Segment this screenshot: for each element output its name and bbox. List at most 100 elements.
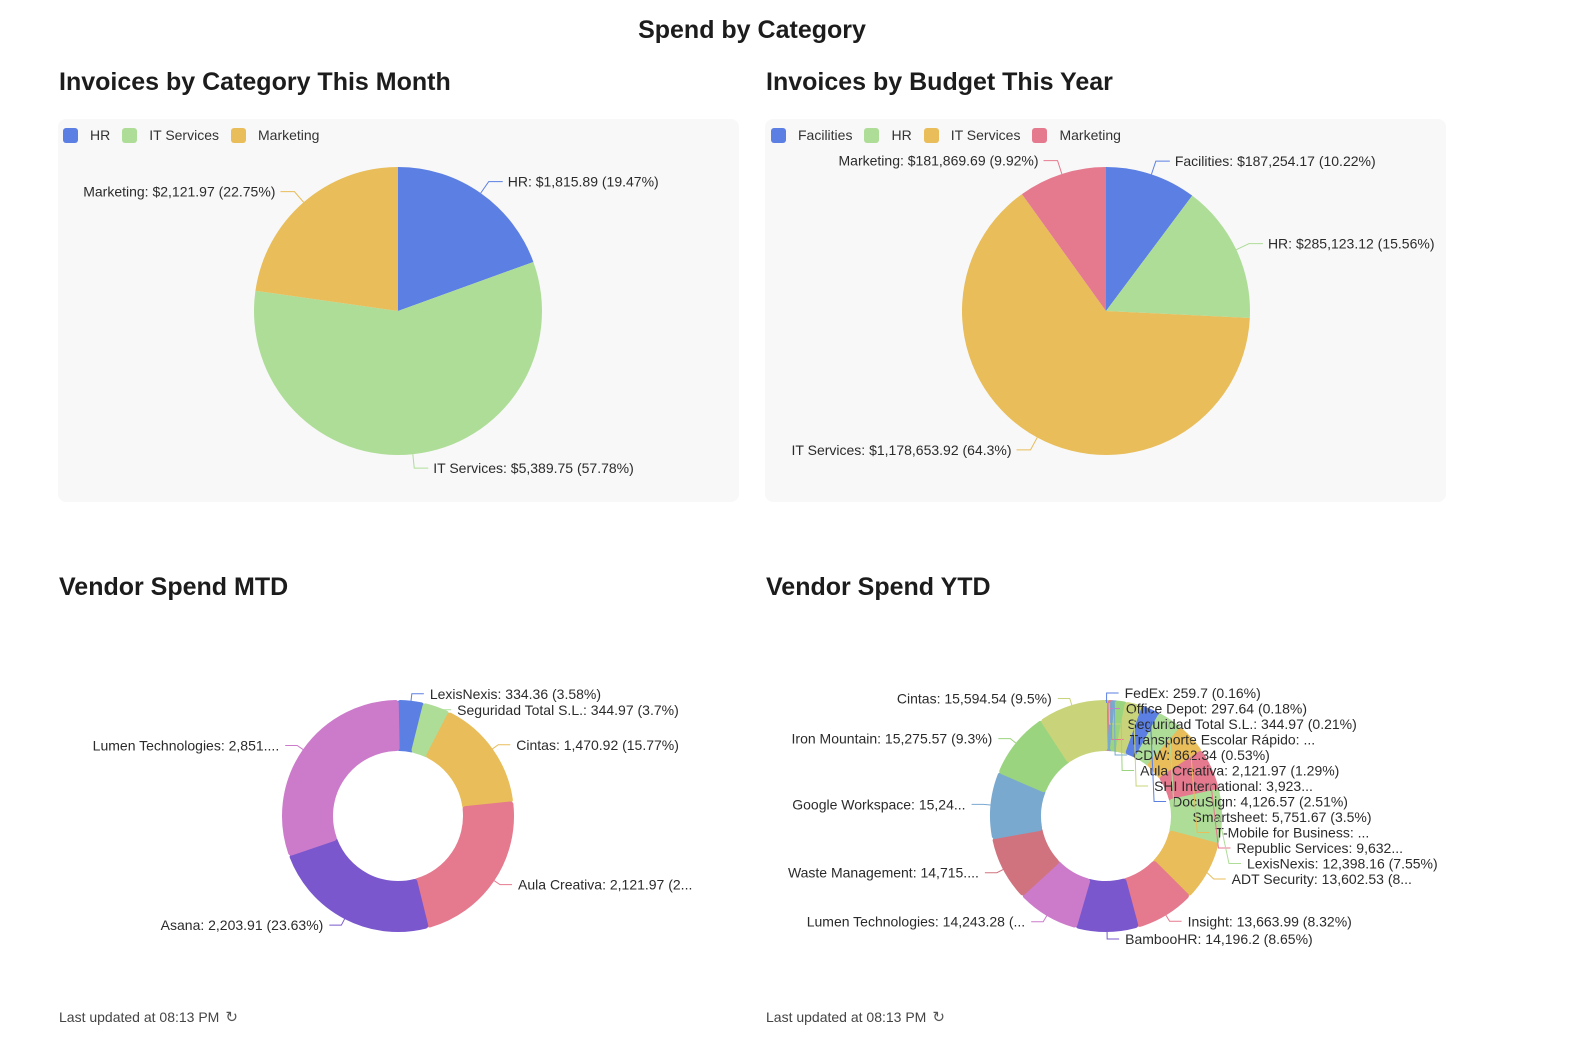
last-updated-text: Last updated at 08:13 PM	[766, 1009, 927, 1025]
pie-slice-hr[interactable]	[398, 167, 534, 311]
label-line-docusign	[1149, 711, 1167, 803]
legend-category-month: HR IT Services Marketing	[63, 127, 331, 143]
donut-slice-waste-management[interactable]	[992, 827, 1059, 896]
legend-label: Marketing	[1059, 127, 1121, 143]
pie-slice-facilities[interactable]	[1106, 167, 1193, 311]
slice-label-hr: HR: $1,815.89 (19.47%)	[508, 174, 659, 190]
label-line-t-mobile-for-business	[1189, 740, 1210, 834]
slice-label-insight: Insight: 13,663.99 (8.32%)	[1188, 913, 1352, 929]
slice-label-docusign: DocuSign: 4,126.57 (2.51%)	[1172, 794, 1348, 810]
legend-swatch	[122, 127, 138, 143]
pie-slice-it-services[interactable]	[253, 261, 542, 455]
label-line-republic-services	[1208, 770, 1231, 849]
slice-label-seguridad-total-s-l: Seguridad Total S.L.: 344.97 (3.7%)	[457, 702, 679, 718]
slice-label-lexisnexis: LexisNexis: 334.36 (3.58%)	[430, 686, 601, 702]
legend-item-hr[interactable]: HR	[63, 127, 110, 143]
donut-slice-lumen-technologies[interactable]	[1022, 860, 1091, 928]
pie-slice-marketing[interactable]	[1021, 167, 1106, 311]
donut-slice-lumen-technologies[interactable]	[282, 700, 400, 856]
legend-item-hr[interactable]: HR	[864, 127, 912, 143]
slice-label-google-workspace: Google Workspace: 15,24...	[792, 796, 965, 812]
slice-label-office-depot: Office Depot: 297.64 (0.18%)	[1126, 701, 1307, 717]
label-line-cintas	[1057, 697, 1074, 709]
section-title-category-month: Invoices by Category This Month	[59, 68, 451, 96]
slice-label-marketing: Marketing: $181,869.69 (9.92%)	[839, 153, 1039, 169]
label-line-seguridad-total-s-l	[1108, 703, 1122, 725]
slice-label-transporte-escolar-r-pido: Transporte Escolar Rápido: ...	[1130, 732, 1315, 748]
slice-label-cintas: Cintas: 15,594.54 (9.5%)	[897, 690, 1052, 706]
slice-label-marketing: Marketing: $2,121.97 (22.75%)	[83, 184, 275, 200]
label-line-aula-creativa	[1120, 703, 1135, 772]
last-updated-mtd: Last updated at 08:13 PM ↻	[59, 1008, 238, 1026]
label-line-cintas	[489, 744, 511, 751]
legend-label: HR	[891, 127, 912, 143]
slice-label-t-mobile-for-business: T-Mobile for Business: ...	[1215, 825, 1369, 841]
legend-label: IT Services	[950, 127, 1021, 143]
slice-label-seguridad-total-s-l: Seguridad Total S.L.: 344.97 (0.21%)	[1127, 716, 1356, 732]
refresh-icon[interactable]: ↻	[932, 1009, 945, 1026]
label-line-hr	[480, 181, 503, 194]
label-line-lumen-technologies	[1031, 912, 1049, 923]
donut-slice-cintas[interactable]	[426, 712, 513, 810]
donut-slice-iron-mountain[interactable]	[999, 720, 1070, 793]
donut-slice-bamboohr[interactable]	[1075, 878, 1139, 932]
donut-slice-aula-creativa[interactable]	[414, 801, 514, 928]
legend-swatch	[771, 127, 786, 143]
label-line-bamboohr	[1106, 928, 1120, 940]
pie-slice-it-services[interactable]	[962, 194, 1250, 455]
donut-chart-2: LexisNexis: 334.36 (3.58%)Seguridad Tota…	[93, 686, 693, 933]
slice-label-iron-mountain: Iron Mountain: 15,275.57 (9.3%)	[792, 731, 993, 747]
pie-slice-hr[interactable]	[1106, 195, 1250, 318]
legend-swatch	[1032, 127, 1048, 143]
slice-label-facilities: Facilities: $187,254.17 (10.22%)	[1175, 153, 1376, 169]
slice-label-lexisnexis: LexisNexis: 12,398.16 (7.55%)	[1247, 856, 1438, 872]
refresh-icon[interactable]: ↻	[225, 1009, 238, 1026]
label-line-iron-mountain	[998, 738, 1019, 746]
slice-label-smartsheet: Smartsheet: 5,751.67 (3.5%)	[1193, 809, 1372, 825]
slice-label-aula-creativa: Aula Creativa: 2,121.97 (2...	[518, 877, 692, 893]
slice-label-hr: HR: $285,123.12 (15.56%)	[1268, 236, 1435, 252]
donut-slice-insight[interactable]	[1123, 861, 1189, 927]
slice-label-lumen-technologies: Lumen Technologies: 2,851....	[93, 737, 280, 753]
slice-label-cintas: Cintas: 1,470.92 (15.77%)	[516, 737, 679, 753]
legend-label: Marketing	[258, 127, 320, 143]
label-line-hr	[1236, 243, 1263, 251]
legend-swatch	[63, 127, 78, 143]
slice-label-cdw: CDW: 862.34 (0.53%)	[1133, 747, 1270, 763]
section-title-budget-year: Invoices by Budget This Year	[766, 68, 1113, 96]
slice-label-bamboohr: BambooHR: 14,196.2 (8.65%)	[1125, 931, 1313, 947]
label-line-shi-international	[1133, 706, 1149, 787]
label-line-fedex	[1106, 692, 1119, 704]
label-line-lexisnexis	[1218, 816, 1241, 865]
donut-slice-cintas[interactable]	[1041, 700, 1108, 763]
slice-label-asana: Asana: 2,203.91 (23.63%)	[161, 917, 324, 933]
legend-label: IT Services	[149, 127, 219, 143]
label-line-marketing	[280, 191, 305, 203]
legend-label: HR	[90, 127, 111, 143]
donut-chart-3: FedEx: 259.7 (0.16%)Office Depot: 297.64…	[788, 685, 1438, 947]
label-line-lumen-technologies	[285, 744, 306, 752]
legend-item-marketing[interactable]: Marketing	[231, 127, 319, 143]
pie-chart-1: Facilities: $187,254.17 (10.22%) HR: $285…	[792, 153, 1435, 458]
legend-budget-year: Facilities HR IT Services Marketing	[771, 127, 1133, 143]
label-line-facilities	[1150, 160, 1170, 175]
donut-slice-adt-security[interactable]	[1152, 830, 1219, 896]
pie-slice-marketing[interactable]	[255, 167, 398, 311]
slice-label-waste-management: Waste Management: 14,715....	[788, 865, 979, 881]
legend-item-marketing[interactable]: Marketing	[1032, 127, 1121, 143]
donut-slice-asana[interactable]	[289, 837, 429, 932]
legend-item-it-services[interactable]: IT Services	[923, 127, 1021, 143]
section-title-vendor-ytd: Vendor Spend YTD	[766, 573, 991, 601]
pie-chart-0: HR: $1,815.89 (19.47%) IT Services: $5,38…	[83, 167, 659, 476]
slice-label-republic-services: Republic Services: 9,632...	[1236, 840, 1403, 856]
label-line-transporte-escolar-r-pido	[1110, 703, 1124, 741]
donut-slice-google-workspace[interactable]	[990, 772, 1046, 839]
label-line-aula-creativa	[491, 878, 513, 886]
legend-swatch	[923, 127, 939, 143]
slice-label-fedex: FedEx: 259.7 (0.16%)	[1125, 685, 1261, 701]
label-line-office-depot	[1107, 702, 1120, 710]
legend-item-it-services[interactable]: IT Services	[122, 127, 219, 143]
legend-swatch	[864, 127, 880, 143]
legend-item-facilities[interactable]: Facilities	[771, 127, 852, 143]
